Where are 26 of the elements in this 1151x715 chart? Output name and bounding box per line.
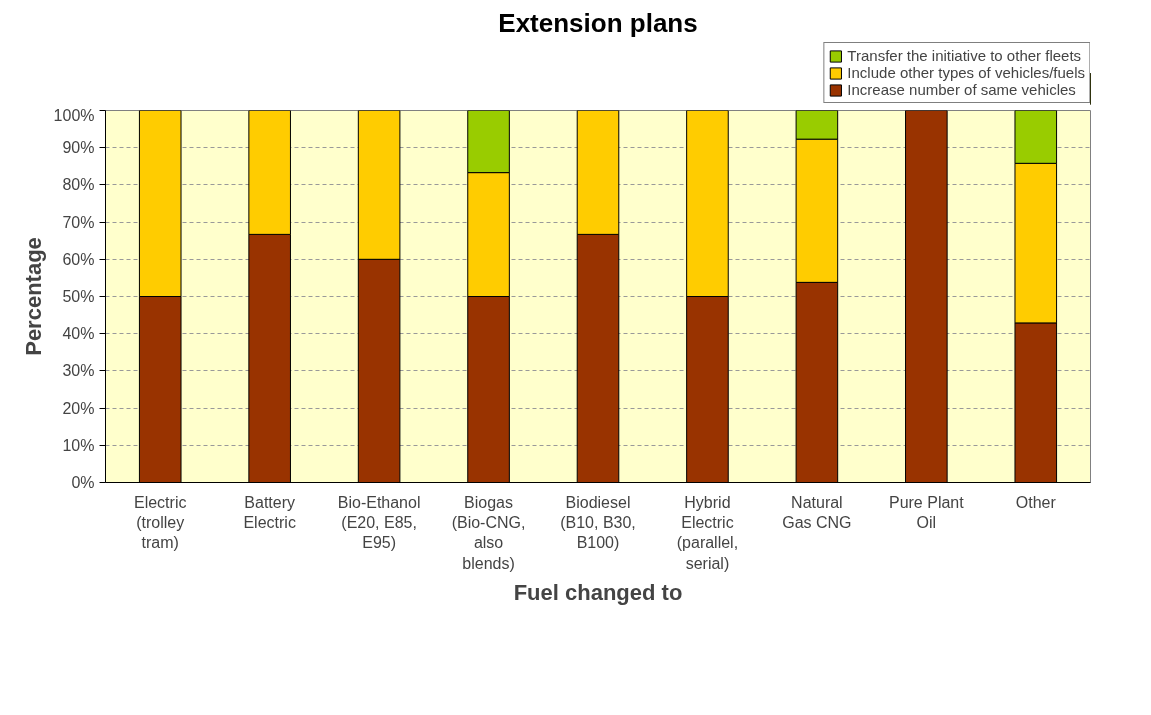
x-tick-label: Bio-Ethanol (E20, E85, E95) xyxy=(337,493,421,552)
legend-label: Include other types of vehicles/fuels xyxy=(847,64,1085,81)
y-tick-label: 20% xyxy=(62,399,95,417)
x-tick-label: Biogas (Bio-CNG, also blends) xyxy=(451,493,526,572)
x-tick-label: Battery Electric xyxy=(243,493,296,531)
y-tick-label: 30% xyxy=(62,362,95,380)
chart-title: Extension plans xyxy=(498,7,698,38)
y-tick-label: 10% xyxy=(62,436,95,454)
legend-label: Transfer the initiative to other fleets xyxy=(847,47,1082,64)
x-tick-label: Hybrid Electric (parallel, serial) xyxy=(676,493,739,572)
y-tick-label: 0% xyxy=(71,474,95,491)
x-tick-label: Pure Plant Oil xyxy=(888,493,965,531)
y-tick-label: 60% xyxy=(62,250,95,268)
y-tick-label: 100% xyxy=(53,106,95,124)
x-axis-title: Fuel changed to xyxy=(513,579,683,605)
y-tick-label: 70% xyxy=(62,213,95,231)
y-tick-label: 80% xyxy=(62,176,95,194)
y-tick-label: 90% xyxy=(62,139,95,157)
y-tick-label: 50% xyxy=(62,288,95,305)
x-tick-label: Natural Gas CNG xyxy=(782,493,852,531)
legend-label: Increase number of same vehicles xyxy=(847,81,1076,98)
y-axis-title: Percentage xyxy=(20,237,46,356)
x-tick-label: Other xyxy=(1015,493,1057,511)
x-tick-label: Biodiesel (B10, B30, B100) xyxy=(560,493,636,552)
x-tick-label: Electric (trolley tram) xyxy=(134,493,187,552)
y-tick-label: 40% xyxy=(62,325,95,343)
